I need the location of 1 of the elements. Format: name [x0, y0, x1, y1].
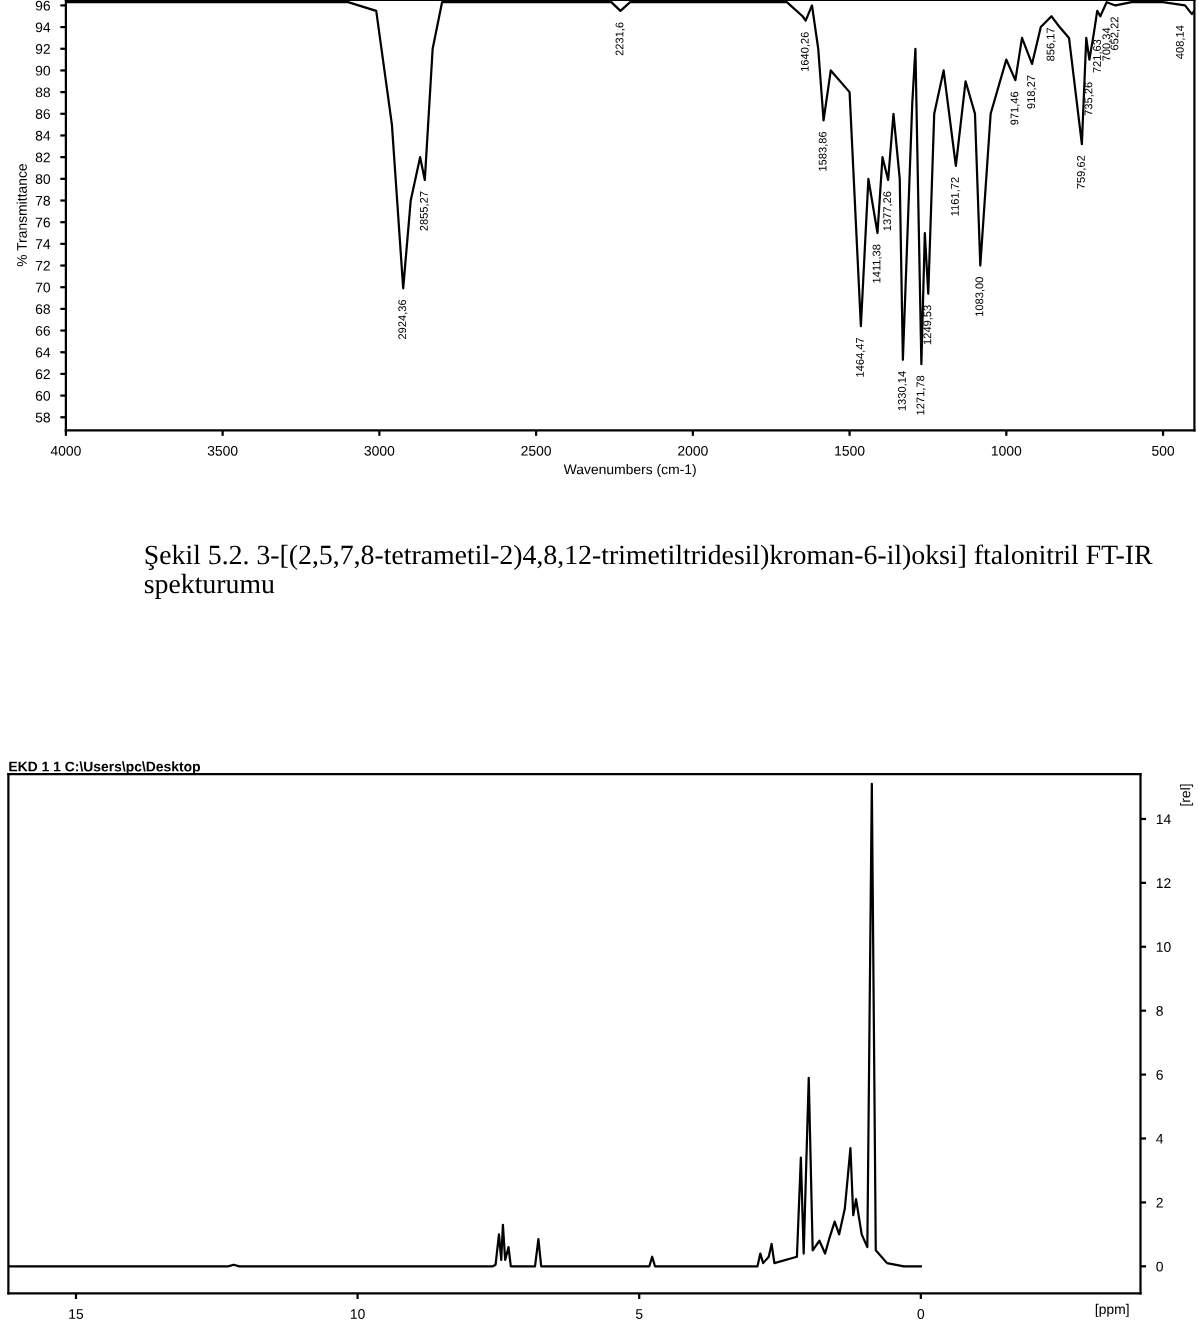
text: Şekil 5.2. 3-[(2,5,7,8-tetrametil-2)4,8,12-trimetiltridesil)kroman-6-il)oksi] ftalonitril FT-IR spekturumu: [144, 544, 1153, 599]
